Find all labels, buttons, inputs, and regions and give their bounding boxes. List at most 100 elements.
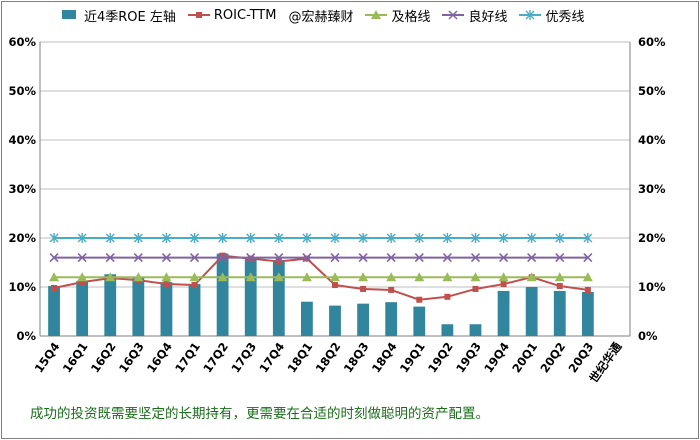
bar-roe	[104, 274, 117, 336]
x-tick-label: 16Q3	[116, 340, 147, 376]
marker-star	[218, 233, 228, 243]
marker-triangle	[161, 272, 172, 282]
marker-x	[302, 253, 312, 263]
marker-triangle	[526, 272, 537, 282]
marker-square	[360, 285, 367, 292]
bar-roe	[160, 282, 173, 336]
marker-star	[555, 233, 565, 243]
marker-square	[416, 296, 423, 303]
bar-roe	[132, 277, 145, 336]
x-tick-label: 19Q4	[481, 340, 512, 376]
bar-roe	[357, 303, 369, 336]
marker-x	[274, 253, 284, 263]
marker-star	[470, 233, 480, 243]
x-tick-label: 15Q4	[32, 340, 63, 376]
marker-x	[218, 253, 228, 263]
x-tick-label: 18Q1	[285, 340, 316, 376]
marker-x	[583, 253, 593, 263]
footer-note: 成功的投资既需要坚定的长期持有，更需要在合适的时刻做聪明的资产配置。	[30, 406, 489, 422]
marker-triangle	[414, 272, 425, 282]
marker-star	[499, 233, 509, 243]
y-tick-label-right: 50%	[638, 84, 666, 98]
marker-square	[472, 285, 479, 292]
bar-roe	[469, 324, 482, 336]
marker-triangle	[470, 272, 481, 282]
marker-triangle	[442, 272, 453, 282]
marker-x	[77, 253, 87, 263]
bar-roe	[441, 324, 454, 336]
legend-swatch-pass	[365, 10, 388, 20]
x-tick-label: 17Q3	[228, 340, 259, 376]
marker-x	[555, 253, 565, 263]
y-tick-label-left: 20%	[8, 231, 36, 245]
marker-square	[500, 281, 507, 288]
bar-roe	[244, 257, 257, 336]
marker-triangle	[301, 272, 312, 282]
legend-label-excellent: 优秀线	[545, 9, 585, 25]
marker-triangle	[386, 272, 397, 282]
x-tick-label: 17Q2	[200, 340, 231, 376]
y-tick-label-right: 30%	[638, 182, 666, 196]
legend-item-pass: 及格线	[365, 6, 430, 25]
x-tick-label: 17Q4	[256, 340, 287, 376]
y-tick-label-left: 40%	[8, 133, 36, 147]
legend-label-roic: ROIC-TTM	[213, 7, 277, 23]
marker-square	[51, 284, 58, 291]
bar-roe	[216, 253, 229, 336]
chart-legend: 近4季ROE 左轴 ROIC-TTM @宏赫臻财 及格线 良好线 优秀线	[58, 6, 585, 25]
marker-square	[584, 286, 591, 293]
marker-star	[49, 233, 59, 243]
marker-star	[190, 233, 200, 243]
bar-roe	[581, 291, 594, 336]
marker-x	[189, 253, 200, 263]
legend-label-roe: 近4季ROE 左轴	[84, 9, 176, 25]
marker-x	[499, 253, 509, 263]
y-tick-label-left: 50%	[8, 84, 36, 98]
marker-star	[133, 233, 143, 243]
x-tick-label: 20Q2	[537, 340, 568, 376]
marker-square	[444, 293, 451, 300]
marker-triangle	[77, 272, 88, 282]
y-tick-label-left: 30%	[8, 182, 36, 196]
marker-x	[105, 253, 115, 263]
marker-x	[358, 253, 368, 263]
marker-x	[442, 253, 452, 263]
marker-star	[161, 233, 171, 243]
legend-item-watermark: @宏赫臻财	[288, 6, 353, 25]
x-tick-label: 16Q4	[144, 340, 175, 376]
marker-x	[470, 253, 481, 263]
x-tick-label: 18Q2	[313, 340, 344, 376]
marker-x	[330, 253, 340, 263]
bar-roe	[76, 281, 89, 336]
marker-star	[386, 233, 396, 243]
x-tick-label: 19Q2	[425, 340, 456, 376]
y-tick-label-right: 10%	[638, 280, 666, 294]
marker-star	[442, 233, 452, 243]
marker-triangle	[554, 272, 565, 282]
marker-x	[414, 253, 424, 263]
legend-swatch-roic	[187, 10, 210, 20]
y-tick-label-right: 60%	[638, 35, 666, 49]
marker-triangle	[273, 272, 284, 282]
legend-item-roic: ROIC-TTM	[187, 7, 277, 23]
marker-x	[49, 253, 59, 263]
bar-roe	[329, 305, 341, 336]
x-tick-label: 16Q2	[88, 340, 119, 376]
legend-swatch-roe	[58, 10, 80, 20]
marker-triangle	[582, 272, 593, 282]
bar-roe	[525, 287, 538, 336]
marker-triangle	[105, 272, 116, 282]
marker-x	[133, 253, 143, 263]
bar-roe	[413, 306, 426, 336]
x-tick-label: 18Q3	[341, 340, 372, 376]
marker-square	[219, 252, 226, 259]
marker-star	[358, 233, 368, 243]
x-tick-label: 19Q3	[453, 340, 484, 376]
y-tick-label-right: 40%	[638, 133, 666, 147]
marker-x	[386, 253, 396, 263]
marker-triangle	[245, 272, 256, 282]
bar-roe	[48, 286, 60, 336]
legend-item-good: 良好线	[442, 6, 507, 25]
marker-triangle	[189, 272, 200, 282]
